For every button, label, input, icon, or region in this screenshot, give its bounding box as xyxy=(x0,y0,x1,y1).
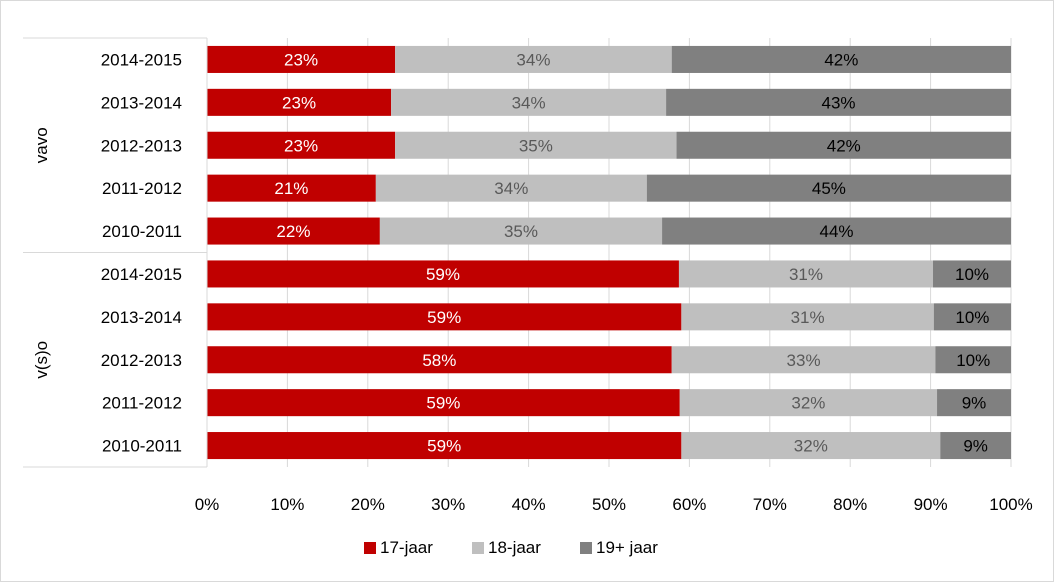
data-label: 9% xyxy=(963,437,988,456)
legend-swatch xyxy=(580,542,592,554)
bar-segment xyxy=(207,389,680,417)
legend-swatch xyxy=(472,542,484,554)
data-label: 23% xyxy=(284,136,318,155)
bar-segment xyxy=(391,88,667,116)
bar-segment xyxy=(207,88,392,116)
data-label: 10% xyxy=(955,308,989,327)
group-label: vavo xyxy=(32,127,51,163)
bar-segment xyxy=(933,260,1011,288)
x-tick-label: 100% xyxy=(989,495,1032,514)
data-label: 59% xyxy=(427,308,461,327)
data-label: 23% xyxy=(284,50,318,69)
data-label: 35% xyxy=(519,136,553,155)
data-label: 34% xyxy=(512,93,546,112)
x-tick-label: 20% xyxy=(351,495,385,514)
bar-segment xyxy=(681,432,941,460)
data-label: 32% xyxy=(794,437,828,456)
data-label: 42% xyxy=(827,136,861,155)
category-label: 2012-2013 xyxy=(101,136,182,155)
category-label: 2013-2014 xyxy=(101,93,182,112)
x-tick-label: 80% xyxy=(833,495,867,514)
data-label: 21% xyxy=(274,179,308,198)
category-label: 2010-2011 xyxy=(102,222,182,241)
x-tick-label: 90% xyxy=(914,495,948,514)
bar-segment xyxy=(379,217,663,245)
data-label: 23% xyxy=(282,93,316,112)
data-label: 31% xyxy=(789,265,823,284)
data-label: 22% xyxy=(276,222,310,241)
group-label: v(s)o xyxy=(32,341,51,379)
category-label: 2012-2013 xyxy=(101,351,182,370)
x-tick-label: 10% xyxy=(270,495,304,514)
data-label: 59% xyxy=(426,394,460,413)
bar-segment xyxy=(375,174,647,202)
legend-label: 19+ jaar xyxy=(596,538,658,557)
bar-segment xyxy=(671,346,936,374)
x-tick-label: 30% xyxy=(431,495,465,514)
bar-segment xyxy=(678,260,934,288)
data-label: 10% xyxy=(956,351,990,370)
legend: 17-jaar 18-jaar 19+ jaar xyxy=(364,538,658,557)
bar-segment xyxy=(662,217,1011,245)
legend-label: 18-jaar xyxy=(488,538,541,557)
data-label: 33% xyxy=(787,351,821,370)
category-label: 2011-2012 xyxy=(102,179,182,198)
category-label: 2011-2012 xyxy=(102,394,182,413)
x-tick-label: 50% xyxy=(592,495,626,514)
data-label: 58% xyxy=(422,351,456,370)
bar-segment xyxy=(933,303,1011,331)
bar-segment xyxy=(207,260,679,288)
bar-segment xyxy=(935,346,1011,374)
x-tick-label: 0% xyxy=(195,495,220,514)
category-label: 2014-2015 xyxy=(101,50,182,69)
bar-segment xyxy=(207,131,396,159)
bar-segment xyxy=(681,303,934,331)
data-label: 9% xyxy=(962,394,987,413)
bar-segment xyxy=(207,217,380,245)
axes: 0% 10% 20% 30% 40% 50% 60% 70% 80% 90% 100% 2014-20… xyxy=(23,37,1033,514)
bar-segment xyxy=(207,45,396,73)
data-label: 34% xyxy=(516,50,550,69)
bar-segment xyxy=(671,45,1011,73)
bar-segment xyxy=(676,131,1011,159)
bar-segment xyxy=(207,346,672,374)
x-tick-label: 40% xyxy=(512,495,546,514)
data-label: 35% xyxy=(504,222,538,241)
bar-segment xyxy=(679,389,938,417)
bar-segment xyxy=(207,174,376,202)
data-label: 32% xyxy=(791,394,825,413)
bar-segment xyxy=(207,432,682,460)
data-label: 44% xyxy=(820,222,854,241)
category-label: 2010-2011 xyxy=(102,437,182,456)
bars: 23% 34% 42% 23% 34% 43% 23% 35% 42% 21% 34% 45% 22% 3… xyxy=(207,45,1011,460)
data-label: 59% xyxy=(426,265,460,284)
data-label: 59% xyxy=(427,437,461,456)
category-label: 2014-2015 xyxy=(101,265,182,284)
x-tick-label: 60% xyxy=(672,495,706,514)
bar-segment xyxy=(940,432,1011,460)
data-label: 45% xyxy=(812,179,846,198)
legend-label: 17-jaar xyxy=(380,538,433,557)
bar-segment xyxy=(646,174,1011,202)
data-label: 31% xyxy=(791,308,825,327)
bar-segment xyxy=(395,45,672,73)
bar-segment xyxy=(395,131,677,159)
bar-segment xyxy=(666,88,1011,116)
data-label: 43% xyxy=(822,93,856,112)
data-label: 34% xyxy=(494,179,528,198)
category-label: 2013-2014 xyxy=(101,308,182,327)
data-label: 10% xyxy=(955,265,989,284)
bar-segment xyxy=(937,389,1011,417)
data-label: 42% xyxy=(824,50,858,69)
x-tick-label: 70% xyxy=(753,495,787,514)
legend-swatch xyxy=(364,542,376,554)
bar-segment xyxy=(207,303,682,331)
